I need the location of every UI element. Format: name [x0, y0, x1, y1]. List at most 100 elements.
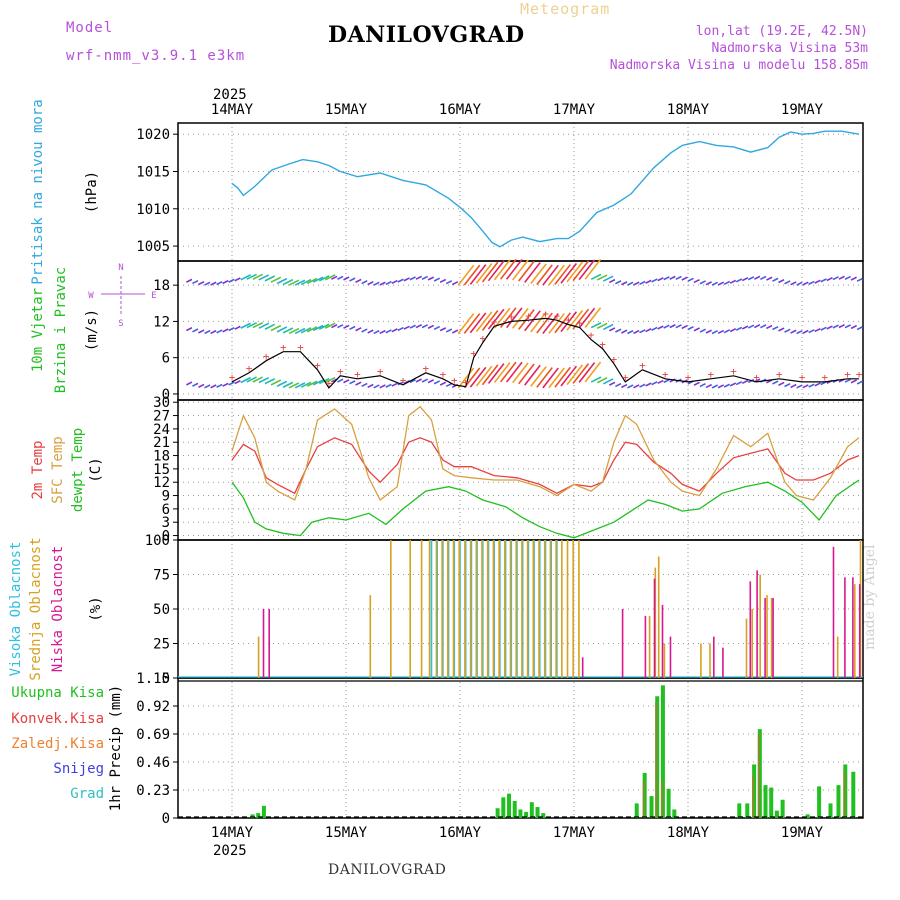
ytick-label-precip: 0.46: [136, 755, 170, 771]
ytick-label-temperature: 0: [162, 529, 170, 545]
wind-vector-arrow: [421, 275, 428, 280]
page-title: DANILOVGRAD: [328, 22, 525, 48]
wind-vector-arrow: [651, 278, 658, 283]
wind-vector-arrow: [331, 275, 338, 280]
wind-vector-arrow: [312, 276, 324, 283]
wind-vector-arrow: [814, 279, 821, 284]
wind-vector-arrow: [814, 327, 821, 333]
wind-vector-arrow: [584, 361, 602, 383]
wind-vector-arrow: [542, 367, 559, 389]
wind-gust-mark: +: [462, 376, 469, 389]
wind-vector-arrow: [602, 378, 614, 385]
footer-title: DANILOVGRAD: [328, 862, 447, 878]
wind-vector-arrow: [512, 362, 529, 384]
wind-vector-arrow: [844, 324, 851, 329]
wind-vector-arrow: [306, 380, 318, 387]
wind-vector-arrow: [554, 264, 571, 285]
wind-vector-arrow: [741, 325, 749, 330]
ytick-label-cloud: 100: [145, 533, 170, 549]
wind-vector-arrow: [373, 384, 380, 389]
wind-vector-arrow: [337, 275, 344, 280]
wind-vector-arrow: [234, 277, 241, 282]
wind-vector-arrow: [198, 280, 205, 286]
cloud-high-label: Visoka Oblacnost: [8, 542, 24, 677]
wind-vector-arrow: [675, 324, 682, 329]
ytick-label-precip: 0: [162, 811, 170, 827]
wind-vector-arrow: [192, 279, 199, 285]
wind-vector-arrow: [186, 326, 193, 332]
precip-legend-4: Grad: [70, 786, 104, 802]
wind-vector-arrow: [204, 281, 211, 286]
wind-vector-arrow: [493, 259, 511, 281]
wind-vector-arrow: [463, 264, 481, 286]
wind-vector-arrow: [790, 281, 797, 286]
wind-vector-arrow: [826, 325, 833, 330]
wind-vector-arrow: [796, 329, 803, 335]
wind-vector-arrow: [391, 279, 398, 285]
wind-vector-arrow: [246, 321, 257, 329]
precip-bar-total: [529, 802, 534, 818]
wind-vector-arrow: [318, 323, 330, 330]
wind-vector-arrow: [578, 362, 596, 383]
wind-vector-arrow: [657, 325, 664, 330]
wind-vector-arrow: [355, 278, 362, 283]
wind-vector-arrow: [367, 329, 374, 334]
wind-vector-arrow: [433, 380, 441, 385]
wind-vector-arrow: [300, 278, 312, 286]
wind-vector-arrow: [463, 313, 481, 334]
precip-bar-total: [507, 793, 512, 818]
wind-vector-arrow: [487, 308, 505, 330]
wind-vector-arrow: [687, 277, 694, 282]
wind-vector-arrow: [554, 366, 571, 388]
ytick-label-temperature: 9: [162, 489, 170, 505]
wind-vector-arrow: [651, 381, 658, 386]
wind-vector-arrow: [186, 278, 193, 283]
wind-gust-mark: +: [525, 309, 532, 322]
wind-gust-mark: +: [451, 374, 458, 387]
wind-vector-arrow: [530, 263, 547, 285]
wind-vector-arrow: [379, 329, 386, 335]
wind-vector-arrow: [409, 324, 416, 329]
precip-bar-total: [634, 803, 639, 818]
wind-vector-arrow: [627, 281, 634, 286]
wind-vector-arrow: [421, 324, 428, 329]
wind-vector-arrow: [439, 381, 447, 386]
wind-vector-arrow: [566, 364, 584, 386]
wind-vector-arrow: [379, 384, 386, 389]
wind-vector-arrow: [493, 362, 511, 383]
wind-vector-arrow: [343, 324, 350, 329]
wind-vector-arrow: [741, 379, 749, 385]
wind-vector-arrow: [355, 381, 362, 386]
day-label-bottom: 15MAY: [325, 825, 368, 841]
wind-vector-arrow: [772, 277, 779, 282]
day-label-bottom: 17MAY: [553, 825, 596, 841]
wind-speed-line: [231, 317, 859, 389]
temp-dew-label: dewpt Temp: [70, 428, 86, 512]
wind-vector-arrow: [621, 281, 628, 286]
wind-vector-arrow: [385, 280, 392, 286]
precip-legend-3: Snijeg: [53, 761, 104, 777]
wind-vector-arrow: [578, 259, 596, 281]
wind-vector-arrow: [621, 329, 628, 334]
wind-vector-arrow: [735, 278, 743, 283]
wind-gust-mark: +: [639, 359, 646, 372]
ytick-label-temperature: 18: [153, 449, 170, 465]
wind-gust-mark: +: [508, 311, 515, 324]
wind-vector-arrow: [524, 310, 541, 332]
wind-gust-mark: +: [542, 308, 549, 321]
wind-vector-arrow: [512, 307, 529, 329]
wind-vector-arrow: [288, 279, 300, 286]
precip-bar-total: [261, 805, 266, 818]
wind-vector-arrow: [487, 363, 505, 384]
precip-bar-total: [512, 800, 517, 818]
precip-legend-2: Zaledj.Kisa: [11, 736, 104, 752]
wind-vector-arrow: [282, 381, 294, 388]
wind-vector-arrow: [711, 329, 719, 335]
wind-vector-arrow: [312, 379, 324, 386]
wind-vector-arrow: [216, 329, 223, 334]
wind-vector-arrow: [240, 376, 251, 384]
ytick-label-wind: 18: [153, 278, 170, 294]
wind-vector-arrow: [349, 380, 356, 385]
wind-vector-arrow: [548, 367, 565, 389]
wind-vector-arrow: [627, 329, 634, 335]
